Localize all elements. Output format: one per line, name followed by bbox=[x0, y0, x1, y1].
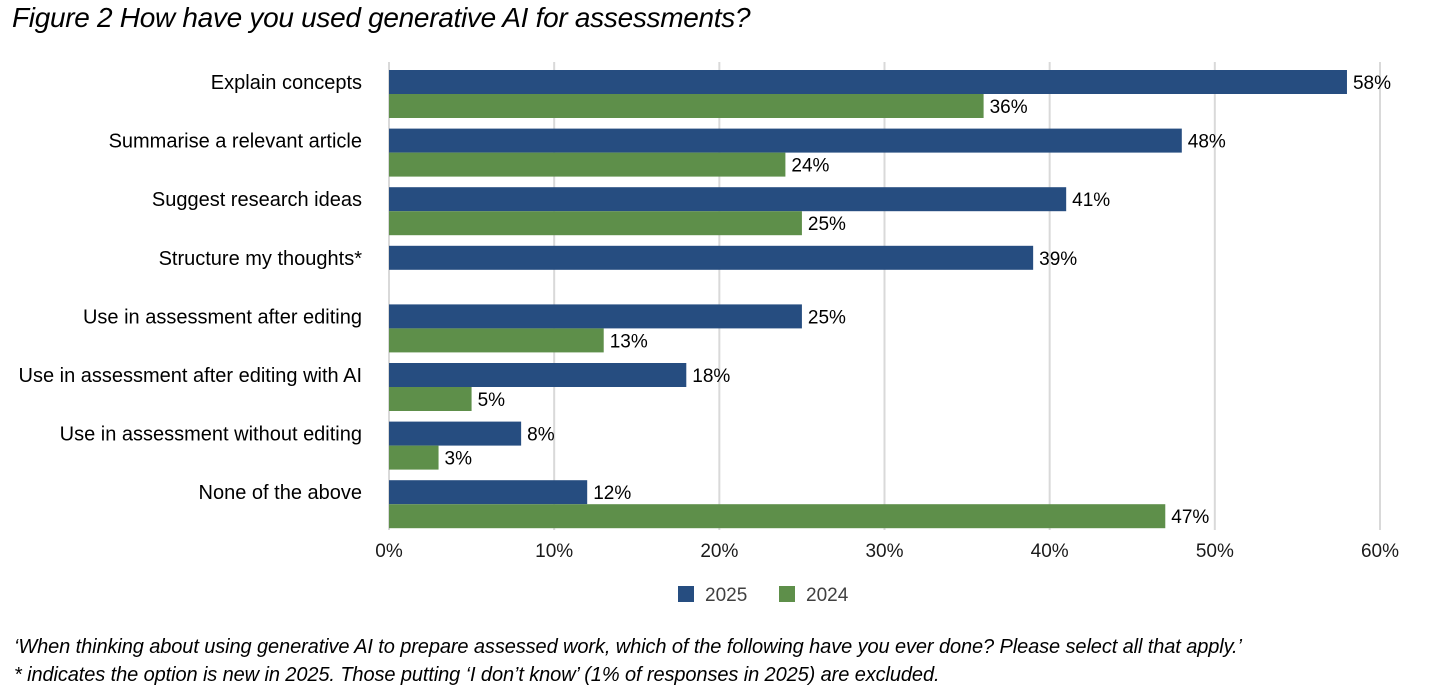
x-tick-label: 50% bbox=[1196, 541, 1234, 562]
bar-2025 bbox=[389, 128, 1182, 153]
bar-2025 bbox=[389, 245, 1034, 270]
bar-chart: 0% 10% 20% 30% 40% 50% 60% Explain concepts 58% 3… bbox=[19, 62, 1400, 606]
question-note: ‘When thinking about using generative AI… bbox=[14, 636, 1242, 658]
bar-2024 bbox=[389, 387, 472, 411]
x-tick-label: 20% bbox=[700, 541, 738, 562]
bar-2024 bbox=[389, 211, 802, 236]
data-label: 3% bbox=[445, 449, 473, 470]
category-label: Structure my thoughts* bbox=[159, 248, 363, 270]
labels: 0% 10% 20% 30% 40% 50% 60% Explain concepts 58% 3… bbox=[19, 72, 1400, 562]
category-label: Use in assessment without editing bbox=[60, 424, 362, 446]
data-label: 18% bbox=[692, 366, 730, 387]
data-label: 8% bbox=[527, 425, 555, 446]
legend-swatch bbox=[678, 586, 694, 602]
x-tick-label: 60% bbox=[1361, 541, 1399, 562]
bar-2025 bbox=[389, 421, 522, 446]
category-label: Explain concepts bbox=[211, 72, 362, 94]
data-label: 25% bbox=[808, 214, 846, 235]
bar-2024 bbox=[389, 504, 1166, 529]
bar-2025 bbox=[389, 187, 1067, 212]
bar-2025 bbox=[389, 70, 1347, 94]
category-label: Summarise a relevant article bbox=[109, 131, 362, 153]
data-label: 25% bbox=[808, 307, 846, 328]
bar-2025 bbox=[389, 363, 687, 387]
category-label: None of the above bbox=[199, 482, 362, 504]
data-label: 5% bbox=[478, 390, 506, 411]
bar-2024 bbox=[389, 445, 439, 470]
category-label: Use in assessment after editing bbox=[83, 306, 362, 328]
data-label: 47% bbox=[1171, 507, 1209, 528]
data-label: 48% bbox=[1188, 132, 1226, 153]
legend: 2025 2024 bbox=[678, 585, 849, 606]
data-label: 24% bbox=[791, 156, 829, 177]
x-tick-label: 0% bbox=[375, 541, 403, 562]
data-label: 36% bbox=[990, 97, 1028, 118]
chart-title: Figure 2 How have you used generative AI… bbox=[12, 2, 751, 33]
bar-2024 bbox=[389, 328, 604, 353]
bar-2024 bbox=[389, 94, 984, 118]
x-tick-label: 40% bbox=[1031, 541, 1069, 562]
legend-label: 2024 bbox=[806, 585, 849, 606]
bar-2024 bbox=[389, 152, 786, 177]
legend-label: 2025 bbox=[705, 585, 747, 606]
bar-2025 bbox=[389, 480, 588, 505]
data-label: 41% bbox=[1072, 190, 1110, 211]
data-label: 12% bbox=[593, 483, 631, 504]
footnote: * indicates the option is new in 2025. T… bbox=[14, 664, 940, 686]
category-label: Suggest research ideas bbox=[152, 189, 362, 211]
x-tick-label: 30% bbox=[865, 541, 903, 562]
bars bbox=[389, 70, 1347, 529]
data-label: 13% bbox=[610, 331, 648, 352]
x-tick-label: 10% bbox=[535, 541, 573, 562]
bar-2025 bbox=[389, 304, 802, 329]
data-label: 39% bbox=[1039, 249, 1077, 270]
category-label: Use in assessment after editing with AI bbox=[19, 365, 363, 387]
data-label: 58% bbox=[1353, 73, 1391, 94]
legend-swatch bbox=[779, 586, 795, 602]
